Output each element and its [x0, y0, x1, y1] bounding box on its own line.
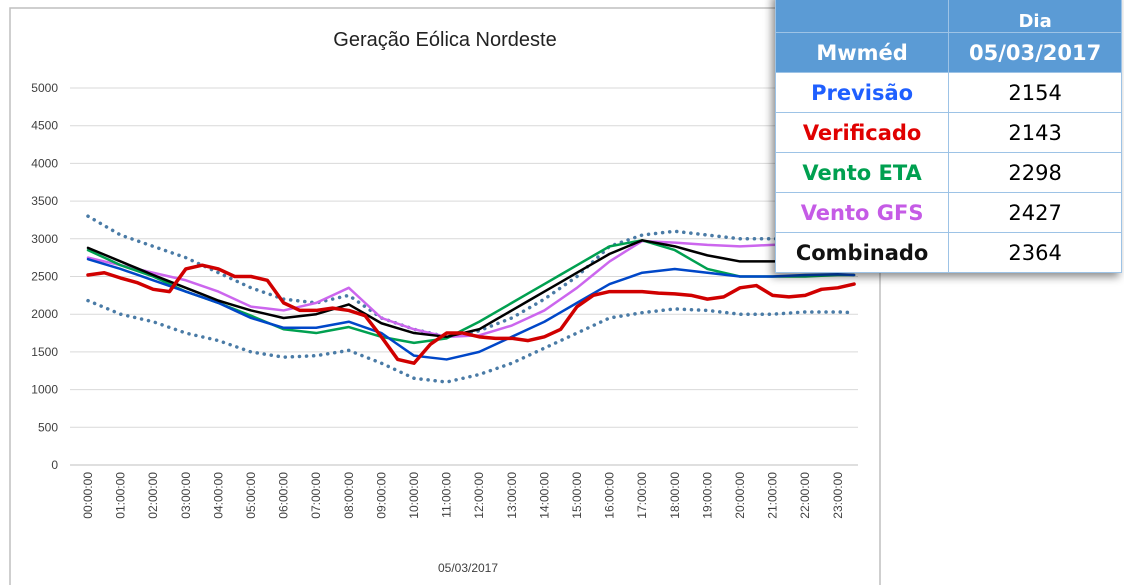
x-tick-label: 16:00:00	[603, 472, 617, 519]
x-tick-label: 08:00:00	[342, 472, 356, 519]
series-line	[86, 298, 856, 384]
header-cell: 05/03/2017	[948, 32, 1122, 73]
table-row: Verificado 2143	[774, 112, 1122, 153]
x-tick-label: 15:00:00	[570, 472, 584, 519]
x-tick-label: 19:00:00	[700, 472, 714, 519]
x-axis-title: 05/03/2017	[438, 561, 498, 575]
header-cell	[774, 0, 950, 33]
y-tick-label: 1500	[31, 345, 58, 359]
chart-title: Geração Eólica Nordeste	[333, 29, 556, 51]
x-tick-label: 23:00:00	[831, 472, 845, 519]
table-row: Vento GFS 2427	[774, 192, 1122, 233]
x-tick-label: 20:00:00	[733, 472, 747, 519]
table-cell: Vento ETA	[774, 152, 950, 193]
y-tick-label: 4500	[31, 119, 58, 133]
x-tick-label: 11:00:00	[440, 472, 454, 518]
table-cell: Vento GFS	[774, 192, 950, 233]
x-tick-label: 00:00:00	[81, 472, 95, 519]
x-tick-label: 18:00:00	[668, 472, 682, 519]
x-tick-label: 09:00:00	[374, 472, 388, 519]
table-cell: Previsão	[774, 72, 950, 113]
x-tick-label: 17:00:00	[635, 472, 649, 519]
x-tick-label: 14:00:00	[537, 472, 551, 519]
table-cell: Verificado	[774, 112, 950, 153]
x-tick-label: 06:00:00	[277, 472, 291, 519]
header-cell: Mwméd	[774, 32, 950, 73]
x-tick-label: 10:00:00	[407, 472, 421, 519]
y-tick-label: 2500	[31, 270, 58, 284]
x-tick-label: 05:00:00	[244, 472, 258, 519]
table-row: Previsão 2154	[774, 72, 1122, 113]
chart-area	[9, 7, 881, 585]
y-tick-label: 5000	[31, 81, 58, 95]
x-tick-label: 21:00:00	[766, 472, 780, 519]
series-line	[86, 239, 856, 339]
x-tick-label: 04:00:00	[211, 472, 225, 519]
table-cell: Combinado	[774, 232, 950, 273]
table-cell: 2143	[948, 112, 1122, 153]
y-tick-label: 2000	[31, 307, 58, 321]
table-cell: 2154	[948, 72, 1122, 113]
x-tick-label: 07:00:00	[309, 472, 323, 519]
table-row: Combinado 2364	[774, 232, 1122, 273]
table-cell: 2427	[948, 192, 1122, 233]
y-tick-label: 500	[38, 420, 58, 434]
x-tick-label: 13:00:00	[505, 472, 519, 519]
y-tick-label: 1000	[31, 383, 58, 397]
y-tick-label: 0	[51, 458, 58, 472]
header-cell: Dia	[948, 0, 1122, 33]
summary-table: Dia Mwméd 05/03/2017 Previsão 2154 Verific…	[774, 0, 1122, 273]
y-tick-label: 3000	[31, 232, 58, 246]
x-tick-label: 03:00:00	[179, 472, 193, 519]
y-tick-label: 3500	[31, 194, 58, 208]
y-tick-label: 4000	[31, 156, 58, 170]
table-cell: 2364	[948, 232, 1122, 273]
table-row: Vento ETA 2298	[774, 152, 1122, 193]
x-tick-label: 01:00:00	[114, 472, 128, 519]
series-line	[86, 257, 856, 361]
x-tick-label: 12:00:00	[472, 472, 486, 519]
table-body: Previsão 2154 Verificado 2143 Vento ETA 2298 V…	[774, 72, 1122, 273]
x-tick-label: 22:00:00	[798, 472, 812, 519]
table-cell: 2298	[948, 152, 1122, 193]
x-tick-label: 02:00:00	[146, 472, 160, 519]
series-line	[86, 263, 856, 365]
